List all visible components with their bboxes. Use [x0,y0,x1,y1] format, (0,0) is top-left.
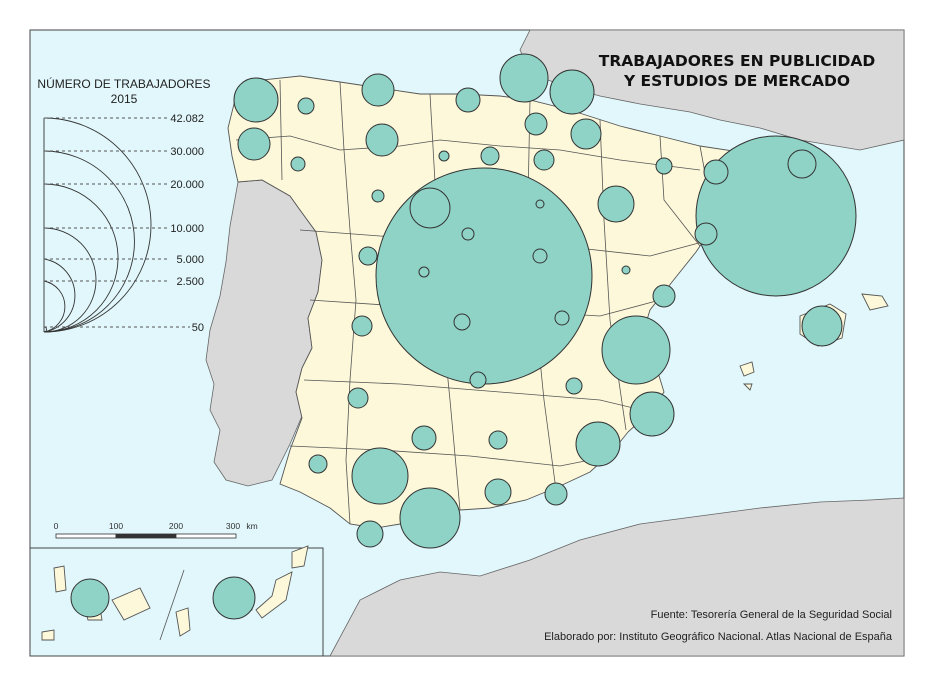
legend-symbols [43,117,190,333]
bubble-badajoz [347,387,369,409]
legend-value-10000: 10.000 [170,223,204,235]
scale-tick-300: 300 [226,521,240,531]
bubble-toledo [453,313,471,331]
bubble-las-palmas [212,576,256,620]
scale-tick-200: 200 [169,521,183,531]
map-title-line2: Y ESTUDIOS DE MERCADO [623,72,850,90]
lanzarote-island [291,545,309,569]
bubble-cuenca [554,310,570,326]
bubble-palencia [438,150,450,162]
menorca-island [861,293,889,311]
bubble-valencia [601,315,671,385]
bubble-a-coruna [233,77,279,123]
bubble-alava [524,112,548,136]
bubble-cantabria [455,87,481,113]
bubble-granada [484,478,512,506]
bubble-jaen [488,430,508,450]
bubble-lleida [703,159,729,185]
legend-value-42082: 42.082 [170,113,204,125]
credit-text: Elaborado por: Instituto Geográfico Naci… [544,631,893,643]
bubble-zaragoza [597,185,635,223]
scale-unit: km [246,521,257,531]
legend-circle-10000 [43,227,97,333]
bubble-girona [787,149,817,179]
bubble-albacete [565,377,583,395]
bubble-almeria [544,482,568,506]
source-text: Fuente: Tesorería General de la Segurida… [651,609,892,621]
bubble-caceres [351,315,373,337]
bubble-navarra [570,118,602,150]
ceuta-melilla [175,607,191,637]
inset-divider [159,569,185,641]
bubbles-layer [70,53,857,620]
bubble-cadiz [356,520,384,548]
ibiza-island [739,361,755,377]
legend-value-5000: 5.000 [176,254,204,266]
legend-circle-20000 [43,183,119,333]
legend-title: NÚMERO DE TRABAJADORES [37,76,210,91]
bubble-tarragona [694,222,718,246]
bubble-huesca [655,157,673,175]
bubble-guadalajara [532,248,548,264]
bubble-teruel [621,265,631,275]
bubble-ciudad-real [469,371,487,389]
bubble-cordoba [411,425,437,451]
africa-land [329,497,905,657]
scale-tick-0: 0 [54,521,59,531]
bubble-alicante [629,391,675,437]
legend-value-20000: 20.000 [170,179,204,191]
bubble-soria [535,199,545,209]
bubble-malaga [399,487,461,549]
bubble-burgos [480,146,500,166]
legend-circle-2500 [43,280,66,333]
bubble-madrid [375,167,593,385]
bubble-huelva [308,454,328,474]
legend-value-30000: 30.000 [170,146,204,158]
bubble-murcia [575,421,621,467]
bubble-sevilla [351,447,409,505]
hierro-island [41,629,55,641]
bubble-barcelona [695,135,857,297]
bubble-salamanca [358,246,378,266]
bubble-avila [418,266,430,278]
bubble-valladolid [409,187,451,229]
scale-bar: 0 100 200 300 km [54,521,258,539]
fuerteventura-island [255,571,293,619]
bubble-segovia [461,227,475,241]
bubble-castellon [652,284,676,308]
scale-tick-100: 100 [109,521,123,531]
bubble-ourense [290,156,306,172]
legend-value-50: 50 [192,322,204,334]
la-palma-island [53,565,67,593]
bubble-la-rioja [533,149,555,171]
bubble-vizcaya [499,53,549,103]
bubble-tenerife [70,578,110,618]
formentera-island [742,383,753,391]
tenerife-island [111,587,151,621]
bubble-mallorca [801,305,843,347]
bubble-pontevedra [237,127,271,161]
bubble-guipuzcoa [549,69,595,115]
bubble-asturias [361,73,395,107]
bubble-leon [365,123,399,157]
bubble-zamora [371,189,385,203]
legend-year: 2015 [111,92,138,106]
map-title-line1: TRABAJADORES EN PUBLICIDAD [599,52,876,70]
legend-circle-42082 [43,117,152,333]
bubble-lugo [297,97,315,115]
legend-value-2500: 2.500 [176,276,204,288]
legend-circle-30000 [43,150,135,333]
